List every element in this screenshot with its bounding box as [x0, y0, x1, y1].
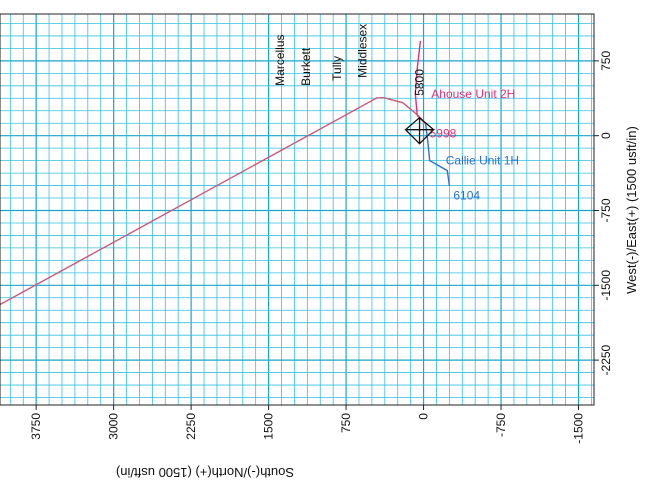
series-name-label: Callie Unit 1H	[446, 154, 519, 168]
series-layer: 5998 Ahouse Unit 2H 6104 Callie Unit 1H	[0, 40, 519, 306]
y-tick-label: 0	[599, 132, 613, 139]
rig-icon	[404, 116, 435, 145]
series-name-label: Ahouse Unit 2H	[431, 87, 515, 101]
formation-label: Burkett	[299, 47, 313, 86]
x-tick-label: 3750	[29, 413, 43, 440]
series-line-2	[424, 123, 451, 186]
y-tick-label: 750	[599, 51, 613, 71]
x-axis-title: South(-)/North(+) (1500 usft/in)	[116, 465, 294, 480]
x-tick-label: 0	[417, 413, 431, 420]
y-tick-label: -1500	[599, 270, 613, 301]
y-tick-label: -2250	[599, 344, 613, 375]
formation-label: Tully	[330, 56, 344, 81]
y-tick-label: -750	[599, 198, 613, 222]
x-tick-label: -750	[494, 413, 508, 437]
x-tick-label: 2250	[184, 413, 198, 440]
series-line-3	[0, 97, 427, 306]
formation-label: Marcellus	[273, 34, 287, 85]
x-tick-label: 1500	[262, 413, 276, 440]
series-end-label: 5998	[430, 127, 457, 141]
formation-label: 5800	[413, 69, 427, 96]
series-end-label: 6104	[453, 189, 480, 203]
x-tick-label: 3000	[107, 413, 121, 440]
formation-label: Middlesex	[356, 24, 370, 78]
tick-layer: 3750 3000 2250 1500 750 0 -750 -1500 750 0 -750 -15…	[29, 51, 613, 444]
annotation-layer: 5800 Marcellus Burkett Tully Middlesex	[273, 24, 435, 145]
grid	[0, 14, 594, 405]
plot-frame	[0, 13, 595, 406]
y-axis-title: West(-)/East(+) (1500 usft/in)	[624, 126, 639, 294]
x-tick-label: 750	[339, 413, 353, 433]
x-tick-label: -1500	[572, 413, 586, 444]
